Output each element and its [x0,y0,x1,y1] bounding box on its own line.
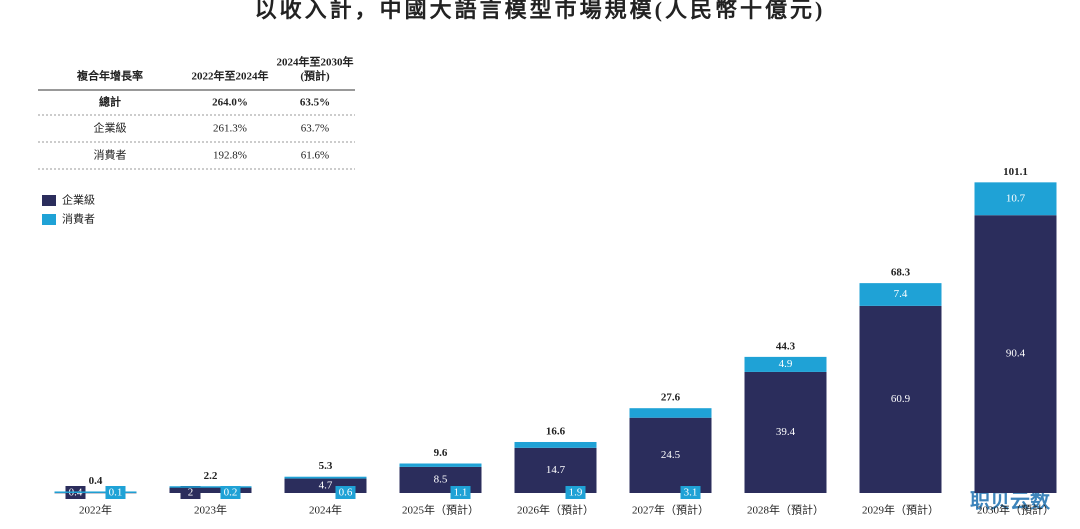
legend-label: 消費者 [62,212,95,226]
bar-segment [514,447,597,493]
x-tick-label: 2027年（預計） [632,503,709,517]
x-tick-label: 2029年（預計） [862,503,939,517]
value-label-box [335,486,356,499]
table-cell: 61.6% [301,150,329,162]
table-cell: 261.3% [213,123,247,135]
value-label-box [565,486,586,499]
legend-label: 企業級 [62,193,95,207]
x-tick-label: 2022年 [79,503,112,517]
total-label: 2.2 [204,470,218,482]
bar-segment [744,356,827,372]
bar-segment [399,463,482,467]
bar-segment [974,215,1057,493]
x-tick-label: 2024年 [309,503,342,517]
bar-segment [744,371,827,493]
value-label: 1.1 [454,487,468,499]
bar-segment [169,486,252,493]
table-cell: 63.7% [301,123,329,135]
total-label: 101.1 [1003,166,1028,178]
value-label: 7.4 [894,288,908,300]
value-label: 0.1 [109,487,123,499]
value-label: 4.9 [779,358,793,370]
value-label: 8.5 [434,473,448,485]
table-cell: 192.8% [213,150,247,162]
value-label: 60.9 [891,393,911,405]
total-label: 44.3 [776,340,796,352]
value-label: 14.7 [546,464,566,476]
table-cell: 消費者 [94,148,127,162]
table-header: 2022年至2024年 [192,69,269,83]
total-label: 16.6 [546,426,566,438]
bar-segment [284,476,367,479]
total-label: 68.3 [891,267,911,279]
bar-segment [629,417,712,493]
table-header: 2024年至2030年 [277,55,354,69]
value-label: 24.5 [661,449,681,461]
x-tick-label: 2023年 [194,503,227,517]
bar-segment [974,182,1057,216]
table-cell: 264.0% [212,97,248,109]
bar-segment [629,408,712,418]
bar-segment [169,486,252,488]
table-header: 複合年增長率 [76,69,143,83]
total-label: 5.3 [319,460,333,472]
legend-swatch [42,214,56,225]
value-label-box [105,486,126,499]
bar-segment [514,441,597,448]
value-label: 0.2 [224,487,238,499]
value-label: 3.1 [684,487,698,499]
total-label: 27.6 [661,392,681,404]
cagr-table: 複合年增長率 2022年至2024年 2024年至2030年 (預計) [38,55,355,170]
value-label-box [220,486,241,499]
x-tick-label: 2028年（預計） [747,503,824,517]
value-label: 1.9 [569,487,583,499]
table-cell: 總計 [99,95,121,109]
value-label: 2 [188,487,194,499]
x-tick-label: 2026年（預計） [517,503,594,517]
total-label: 9.6 [434,447,448,459]
bar-segment [859,305,942,493]
x-tick-label: 2030年（預計） [977,503,1054,517]
x-tick-label: 2025年（預計） [402,503,479,517]
bar-segment [859,283,942,306]
value-label: 10.7 [1006,192,1026,204]
value-label-box [450,486,471,499]
value-label: 4.7 [319,479,333,491]
value-label-box [180,486,201,499]
value-label: 0.6 [339,487,353,499]
bar-segment [54,491,137,493]
value-label: 39.4 [776,426,796,438]
table-header: (預計) [300,69,330,83]
chart-title: 以收入計，中國大語言模型市場規模(人民幣十億元) [255,0,826,22]
total-label: 0.4 [89,475,103,487]
legend-swatch [42,195,56,206]
value-label-box [680,486,701,499]
table-cell: 63.5% [300,97,330,109]
value-label: 90.4 [1006,348,1026,360]
table-cell: 企業級 [94,121,127,135]
